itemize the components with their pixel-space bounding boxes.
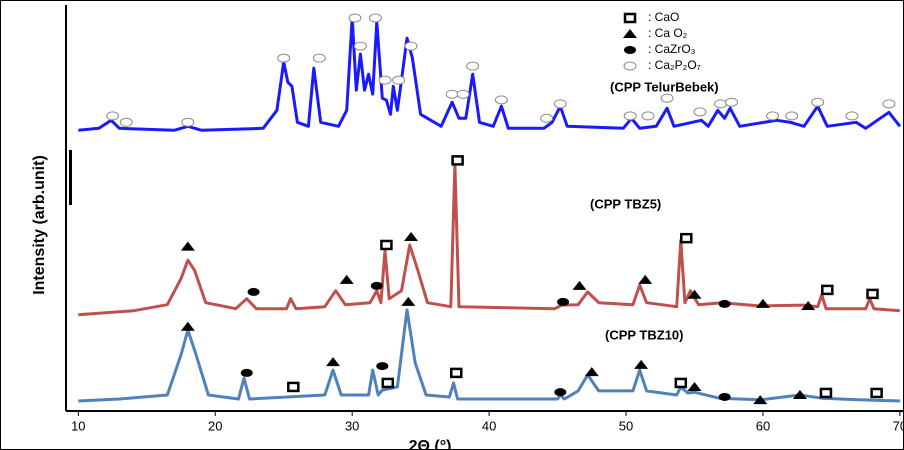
xrd-trace [78, 16, 902, 132]
legend-marker [623, 29, 637, 38]
peak-marker [821, 284, 834, 296]
peak-marker [378, 75, 392, 85]
peak-marker [312, 53, 326, 63]
peak-marker [370, 281, 383, 290]
x-tick-label: 70 [893, 418, 904, 433]
legend-marker [623, 61, 637, 71]
peak-marker [785, 111, 799, 121]
peak-marker [792, 389, 807, 399]
peak-marker [674, 377, 688, 389]
legend-label: : Ca₂P₂O₇ [648, 58, 701, 72]
peak-marker [634, 359, 649, 369]
peak-marker [404, 41, 418, 51]
peak-marker [368, 13, 382, 23]
peak-marker [693, 107, 707, 117]
peak-marker [714, 99, 728, 109]
peak-marker [638, 274, 653, 284]
peak-marker [882, 99, 896, 109]
peak-marker [687, 289, 702, 299]
peak-marker [445, 89, 459, 99]
peak-marker [866, 288, 879, 300]
x-tick-label: 30 [345, 418, 359, 433]
x-tick-label: 20 [208, 418, 222, 433]
xrd-trace [78, 308, 900, 403]
peak-marker [277, 53, 291, 63]
peak-marker [380, 239, 393, 251]
peak-marker [180, 241, 195, 251]
peak-marker [451, 155, 464, 166]
peak-marker [376, 362, 389, 371]
series-label: (CPP TBZ5) [590, 196, 661, 211]
peak-marker [494, 95, 508, 105]
peak-marker [247, 287, 260, 296]
peak-marker [870, 387, 883, 399]
peak-marker [766, 111, 780, 121]
x-tick-label: 10 [71, 418, 85, 433]
peak-marker [718, 299, 731, 308]
y-axis-label: Intensity (arb.unit) [31, 155, 48, 295]
legend-label: : CaZrO₃ [648, 42, 696, 56]
peak-marker [287, 381, 300, 393]
peak-marker [584, 367, 599, 377]
series-label: (CPP TelurBebek) [610, 79, 719, 94]
peak-marker [326, 357, 341, 367]
peak-marker [181, 117, 195, 127]
peak-marker [119, 117, 133, 127]
peak-marker [180, 321, 195, 331]
peak-marker [680, 232, 693, 244]
peak-marker [811, 97, 825, 107]
peak-marker [404, 231, 419, 241]
xrd-trace [78, 163, 901, 317]
axis-artifact [69, 150, 72, 205]
peak-marker [554, 388, 567, 397]
peak-marker [724, 97, 738, 107]
peak-marker [845, 111, 859, 121]
peak-marker [106, 111, 120, 121]
peak-marker [819, 387, 833, 399]
peak-marker [401, 296, 416, 306]
legend-label: : Ca O₂ [648, 26, 688, 40]
peak-marker [660, 93, 674, 103]
peak-marker [381, 377, 395, 389]
peak-marker [339, 274, 354, 284]
series-label: (CPP TBZ10) [605, 327, 684, 342]
peak-marker [392, 75, 406, 85]
legend-label: : CaO [648, 10, 679, 24]
x-axis-label: 2Θ (°) [409, 438, 452, 450]
peak-marker [623, 111, 637, 121]
peak-marker [687, 381, 702, 391]
legend-marker [624, 46, 636, 54]
peak-marker [449, 367, 463, 379]
peak-marker [353, 41, 367, 51]
peak-marker [456, 89, 470, 99]
peak-marker [540, 113, 554, 123]
peak-marker [718, 392, 731, 401]
peak-marker [553, 99, 567, 109]
peak-marker [348, 13, 362, 23]
legend-marker [623, 12, 637, 24]
peak-marker [466, 61, 480, 71]
peak-marker [753, 395, 768, 405]
peak-marker [801, 300, 816, 310]
peak-marker [755, 298, 770, 308]
peak-marker [572, 280, 587, 290]
peak-marker [557, 297, 570, 306]
x-tick-label: 40 [482, 418, 496, 433]
x-tick-label: 50 [619, 418, 633, 433]
x-tick-label: 60 [756, 418, 770, 433]
peak-marker [641, 111, 655, 121]
peak-marker [240, 368, 253, 377]
